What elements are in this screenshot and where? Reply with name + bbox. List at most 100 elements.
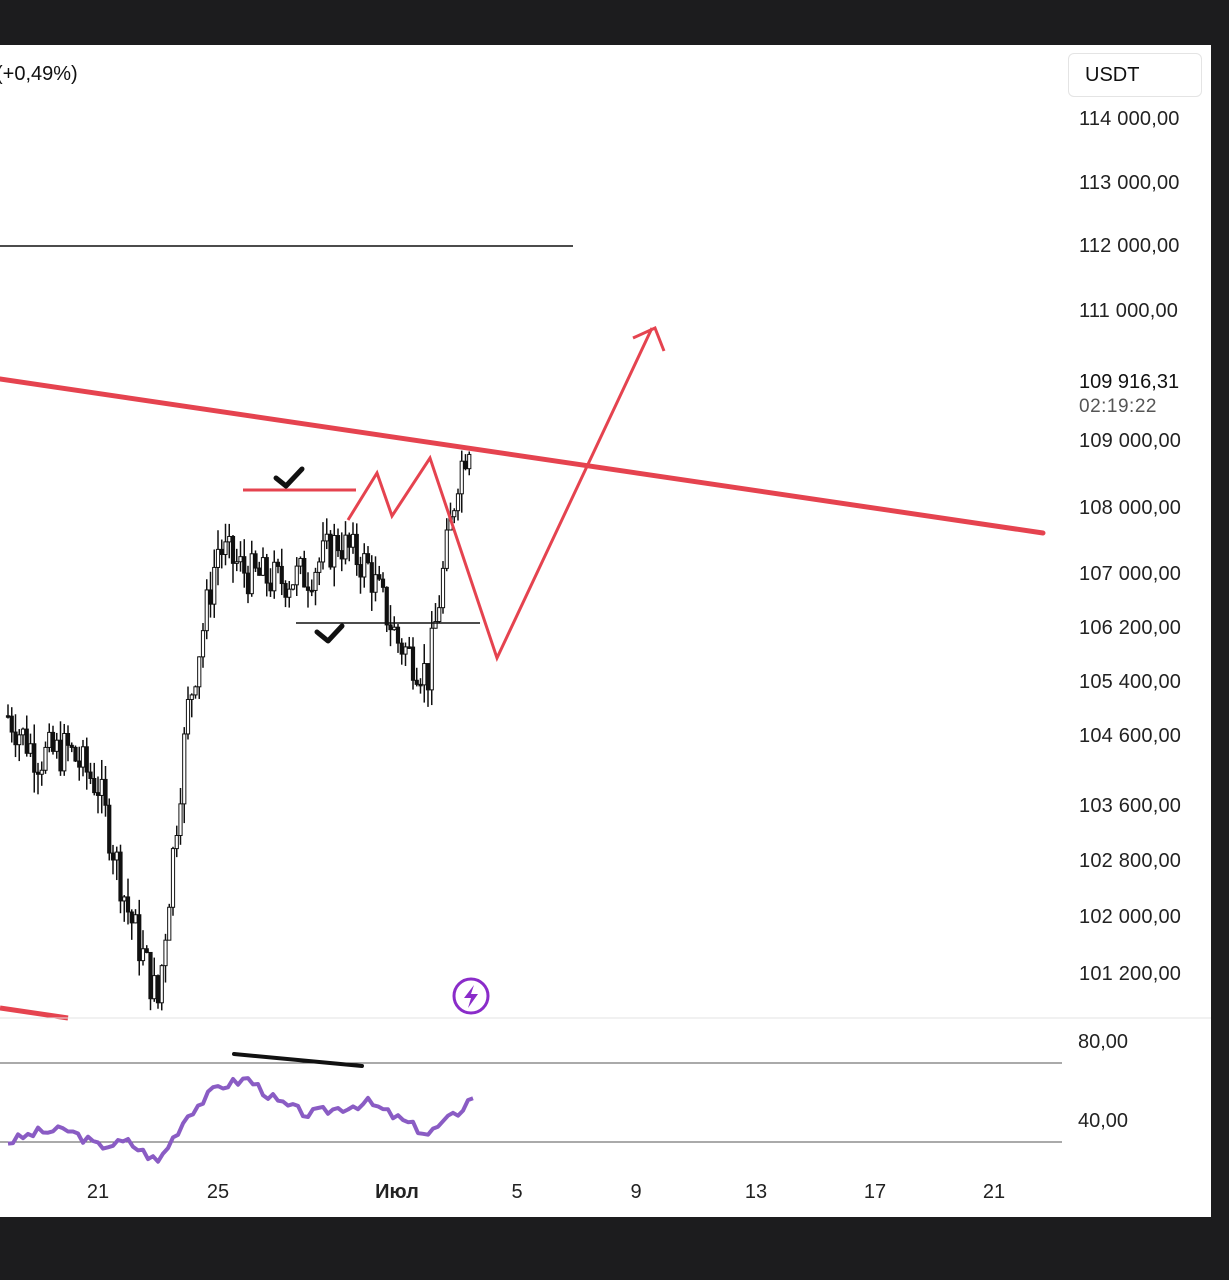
candle: [287, 581, 292, 608]
price-tick: 101 200,00: [1079, 963, 1182, 985]
candle: [122, 895, 127, 922]
candle: [77, 746, 82, 781]
price-tick: 114 000,00: [1079, 108, 1180, 130]
candle: [35, 762, 41, 795]
candle: [452, 508, 457, 524]
candle: [362, 543, 367, 588]
candle: [373, 556, 378, 602]
candle: [429, 611, 434, 706]
time-tick: 25: [206, 1181, 230, 1203]
price-tick: 102 800,00: [1079, 850, 1182, 872]
currency-selector[interactable]: USDT: [1068, 53, 1202, 97]
candle: [62, 723, 67, 776]
candle: [343, 521, 348, 565]
candle: [437, 595, 442, 623]
candle: [65, 725, 71, 762]
projection-arrowhead: [632, 325, 666, 352]
candle: [129, 909, 134, 940]
candle: [88, 762, 93, 785]
time-tick: 9: [630, 1181, 642, 1203]
candle: [155, 974, 161, 1009]
candle: [152, 957, 157, 1002]
trendline-lower: [0, 1005, 69, 1021]
candle: [283, 580, 288, 608]
time-tick: Июл: [375, 1181, 419, 1203]
candle: [242, 539, 247, 588]
candle: [260, 547, 266, 577]
price-tick: 109 000,00: [1079, 430, 1182, 452]
candle: [245, 565, 251, 604]
candle: [313, 567, 318, 606]
candle: [279, 548, 284, 596]
candle: [17, 729, 22, 762]
candle: [73, 745, 78, 763]
candle: [204, 579, 209, 640]
candle: [47, 723, 52, 753]
candle: [69, 742, 74, 753]
candle: [324, 518, 329, 550]
candle: [39, 761, 44, 786]
candle: [467, 451, 472, 476]
candle: [403, 642, 408, 666]
candle: [185, 686, 191, 740]
candle: [167, 903, 172, 941]
candle: [407, 636, 412, 649]
candle: [384, 586, 389, 633]
drawings-group: [0, 245, 1046, 1021]
candle: [58, 721, 63, 776]
candle: [463, 454, 468, 471]
candle: [290, 584, 296, 591]
candle: [347, 532, 352, 562]
candle: [200, 623, 206, 668]
candle: [317, 557, 322, 586]
candle: [80, 739, 86, 777]
candle: [189, 693, 194, 718]
last-price-label: 109 916,31: [1079, 371, 1180, 393]
candle: [99, 759, 104, 814]
lightning-icon[interactable]: [452, 977, 490, 1015]
candle: [95, 776, 101, 814]
candle-countdown: 02:19:22: [1079, 396, 1157, 417]
time-tick: 17: [863, 1181, 887, 1203]
candle: [433, 603, 438, 629]
price-tick: 112 000,00: [1079, 235, 1180, 257]
rsi-tick: 40,00: [1078, 1110, 1129, 1132]
candle: [422, 644, 427, 703]
candle: [197, 656, 202, 699]
trendline-upper: [0, 376, 1046, 536]
candle: [140, 930, 146, 966]
candle: [137, 899, 142, 976]
candle: [20, 727, 26, 746]
chart-plot[interactable]: [0, 45, 1211, 1217]
candle: [24, 715, 29, 757]
candle: [234, 548, 239, 572]
price-tick: 111 000,00: [1079, 300, 1179, 322]
candle: [358, 556, 363, 594]
candle: [294, 557, 299, 597]
time-tick: 5: [511, 1181, 523, 1203]
candle: [50, 725, 56, 755]
candle: [92, 762, 97, 796]
candle: [350, 522, 356, 554]
candle: [114, 846, 119, 881]
candle: [193, 685, 198, 699]
candle: [332, 523, 337, 587]
candle: [377, 565, 382, 581]
candle: [302, 550, 307, 588]
candle: [170, 846, 176, 916]
candle: [425, 663, 431, 707]
candle: [388, 605, 393, 647]
rsi-line: [7, 1076, 474, 1164]
candle: [354, 523, 359, 576]
chart-panel[interactable]: (+0,49%) USDT 114 000,00 113 000,00 112 …: [0, 45, 1211, 1217]
candle: [414, 667, 419, 687]
time-tick: 21: [86, 1181, 110, 1203]
time-tick: 13: [744, 1181, 768, 1203]
candle: [264, 553, 269, 597]
candle: [208, 571, 213, 618]
candle: [238, 541, 243, 572]
candle: [459, 450, 464, 513]
candle: [133, 909, 138, 924]
rsi-divergence-line: [232, 1052, 364, 1068]
candle: [305, 572, 311, 608]
